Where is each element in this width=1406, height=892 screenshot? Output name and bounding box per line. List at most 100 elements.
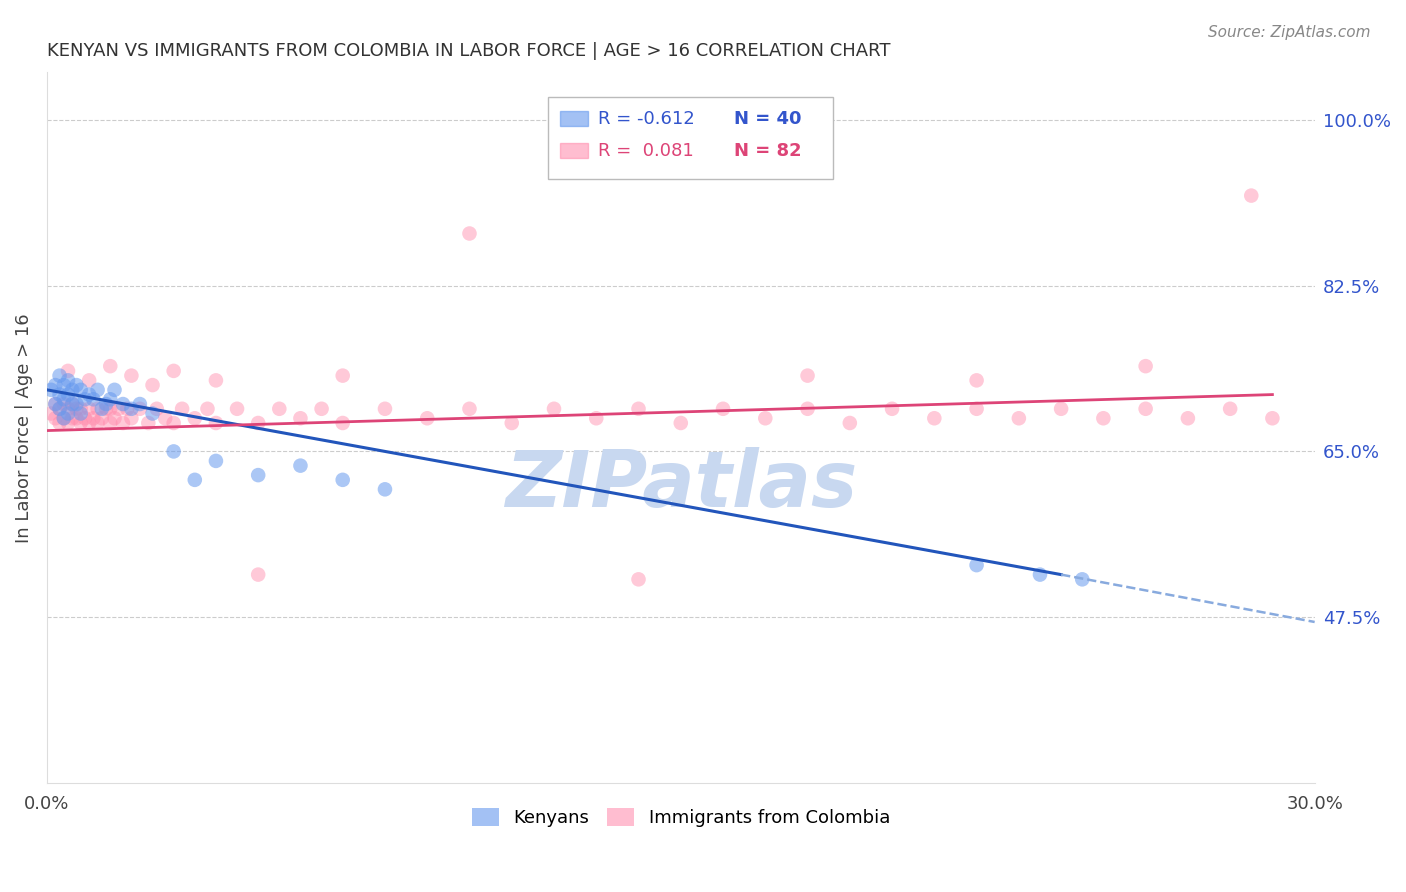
Point [98,392,121,407]
Point [44,378,66,392]
Point [197,401,219,416]
Point [90,411,112,425]
Point [111,397,134,411]
Point [48,401,70,416]
Point [39,383,62,397]
Point [39,407,62,421]
Point [107,401,129,416]
Point [205,373,228,387]
Text: N = 40: N = 40 [734,110,801,128]
Point [880,401,903,416]
Point [48,401,70,416]
FancyBboxPatch shape [548,97,832,179]
Point [458,227,481,241]
Point [1261,411,1284,425]
Point [60,383,83,397]
Legend: Kenyans, Immigrants from Colombia: Kenyans, Immigrants from Colombia [464,801,897,834]
Point [48,416,70,430]
Point [56,416,79,430]
Point [1135,401,1157,416]
Point [1135,359,1157,373]
Point [1092,411,1115,425]
Point [77,416,100,430]
Point [155,411,177,425]
Point [966,401,988,416]
Point [60,397,83,411]
Point [52,411,75,425]
Point [77,387,100,401]
Point [543,401,565,416]
Point [120,411,142,425]
Point [627,572,650,586]
Point [374,483,396,497]
Point [1177,411,1199,425]
Text: R = -0.612: R = -0.612 [599,110,695,128]
Point [90,401,112,416]
Point [52,397,75,411]
Point [501,416,523,430]
Point [247,416,270,430]
Point [145,401,167,416]
Point [136,416,159,430]
Point [1219,401,1241,416]
Text: N = 82: N = 82 [734,142,801,160]
Point [56,401,79,416]
Point [184,411,207,425]
Point [60,411,83,425]
Point [1029,567,1052,582]
Text: R =  0.081: R = 0.081 [599,142,695,160]
Point [115,401,138,416]
Point [226,401,249,416]
Point [120,401,142,416]
Point [98,401,121,416]
Point [924,411,946,425]
Point [44,397,66,411]
Point [103,411,125,425]
Point [290,411,312,425]
Point [82,392,104,407]
Point [163,364,186,378]
Point [332,416,354,430]
Point [77,373,100,387]
Point [65,411,87,425]
Point [98,416,121,430]
Point [73,411,96,425]
Point [82,411,104,425]
Point [65,397,87,411]
Point [52,411,75,425]
Point [69,383,91,397]
Point [65,378,87,392]
Point [669,416,692,430]
Point [98,359,121,373]
Point [184,473,207,487]
Point [205,454,228,468]
Point [111,416,134,430]
Point [1050,401,1073,416]
Point [56,387,79,401]
Point [332,368,354,383]
Point [56,373,79,387]
Y-axis label: In Labor Force | Age > 16: In Labor Force | Age > 16 [15,313,32,542]
Point [48,368,70,383]
Point [247,468,270,483]
Point [77,401,100,416]
Point [52,378,75,392]
Bar [561,111,588,127]
Point [1071,572,1094,586]
Point [290,458,312,473]
Point [838,416,860,430]
Point [86,416,108,430]
Text: ZIPatlas: ZIPatlas [505,447,856,523]
Point [163,416,186,430]
Text: Source: ZipAtlas.com: Source: ZipAtlas.com [1208,25,1371,40]
Point [966,373,988,387]
Point [163,444,186,458]
Point [94,401,117,416]
Point [269,401,291,416]
Point [585,411,607,425]
Point [128,401,150,416]
Point [1008,411,1031,425]
Point [141,378,163,392]
Point [627,401,650,416]
Point [754,411,776,425]
